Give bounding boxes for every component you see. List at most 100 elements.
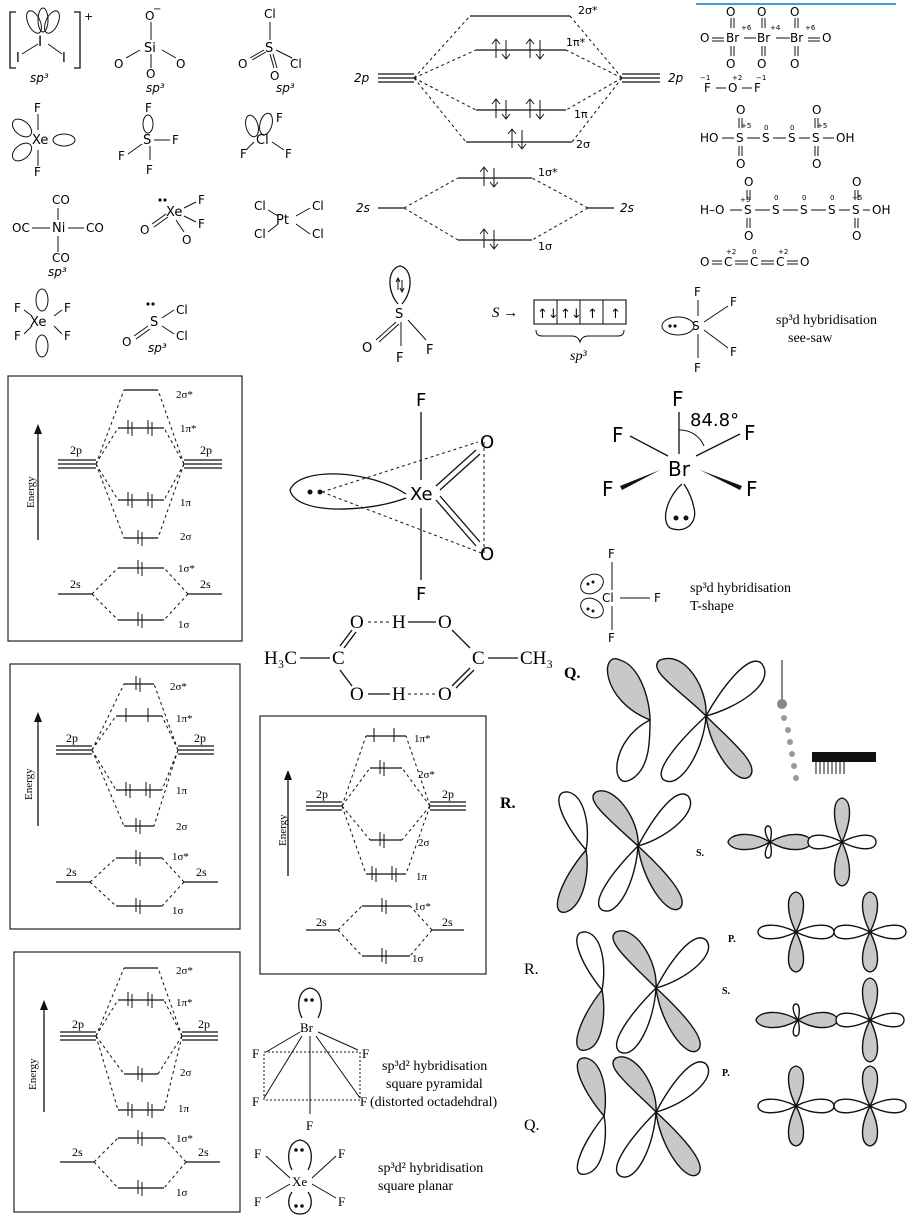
- svg-text:CO: CO: [52, 193, 70, 207]
- svg-text:F: F: [754, 81, 761, 95]
- svg-text:O: O: [238, 57, 247, 71]
- atom-si: Si: [144, 41, 156, 56]
- svg-text:O: O: [700, 255, 709, 269]
- s5o6-structure: H–O S +5 S 0 S 0 S 0 S +5 OH O O O O: [700, 175, 890, 243]
- svg-text:+5: +5: [741, 122, 751, 130]
- acetic-acid-dimer: H₃C C O H O C CH₃ O H O: [264, 612, 553, 705]
- svg-text:−1: −1: [756, 74, 766, 82]
- svg-text:F: F: [254, 1146, 261, 1161]
- svg-text:−1: −1: [700, 74, 710, 82]
- svg-text:+5: +5: [740, 196, 750, 204]
- svg-text:F: F: [338, 1146, 345, 1161]
- s4o6-structure: HO S +5 S 0 S 0 S +5 OH O O O O: [700, 103, 854, 171]
- xef2-structure: F Xe F: [11, 101, 76, 179]
- sof2-structure: S O F F: [362, 265, 433, 366]
- svg-text:F: F: [602, 477, 614, 501]
- svg-text:1π*: 1π*: [414, 733, 431, 745]
- svg-text:C: C: [750, 255, 758, 269]
- svg-text:1σ*: 1σ*: [414, 901, 431, 913]
- mo-box-4: Energy 2p 2p 1π* 2σ* 2σ 1π 2s 2s 1σ* 1σ: [259, 715, 487, 975]
- svg-text:S: S: [762, 131, 770, 145]
- svg-text:2p: 2p: [194, 731, 206, 745]
- svg-text:F: F: [704, 81, 711, 95]
- svg-text:F: F: [64, 329, 71, 343]
- svg-text:2s: 2s: [198, 1145, 209, 1159]
- svg-text:F: F: [172, 133, 179, 147]
- svg-text:OC: OC: [12, 221, 30, 235]
- svg-text:O: O: [362, 341, 372, 356]
- svg-text:Br: Br: [790, 31, 803, 45]
- svg-text:O: O: [790, 57, 799, 71]
- svg-text:2p: 2p: [668, 71, 684, 85]
- svg-text:sp³: sp³: [276, 81, 295, 95]
- svg-text:O: O: [438, 612, 452, 633]
- svg-text:F: F: [730, 345, 737, 359]
- svg-text:Pt: Pt: [276, 213, 289, 228]
- svg-text:CO: CO: [52, 251, 70, 265]
- svg-text:O: O: [438, 684, 452, 705]
- svg-text:O: O: [812, 157, 821, 171]
- svg-text:0: 0: [790, 124, 794, 132]
- xeo2f2-large: F Xe O O F: [289, 390, 494, 605]
- svg-text:O: O: [350, 684, 364, 705]
- svg-text:F: F: [14, 301, 21, 315]
- svg-text:0: 0: [830, 194, 834, 202]
- svg-text:O: O: [757, 5, 766, 19]
- svg-text:O: O: [812, 103, 821, 117]
- svg-text:2s: 2s: [442, 915, 453, 929]
- svg-text:Br: Br: [300, 1020, 314, 1035]
- nico4-structure: CO Ni OC CO CO sp³: [12, 193, 104, 279]
- svg-text:1π*: 1π*: [176, 713, 193, 725]
- of2-structure: −1 F +2 O −1 F: [700, 74, 766, 95]
- svg-text:F: F: [14, 329, 21, 343]
- svg-text:↑↓: ↑↓: [537, 307, 559, 322]
- clf3-tshape: F Cl F F sp³d hybridisation T-shape: [580, 547, 791, 645]
- svg-text:F: F: [744, 421, 756, 445]
- svg-text:1σ: 1σ: [538, 240, 552, 253]
- brf4-structure: F F F 84.8° Br F F: [602, 387, 758, 531]
- svg-text:CH₃: CH₃: [520, 648, 553, 669]
- svg-text:1σ*: 1σ*: [176, 1133, 193, 1145]
- svg-text:sp³d² hybridisation: sp³d² hybridisation: [378, 1161, 483, 1176]
- svg-text:O: O: [757, 57, 766, 71]
- svg-text:see-saw: see-saw: [788, 331, 833, 346]
- orbital-labels: Q. R. S. R. P. S. Q. P.: [500, 665, 736, 1134]
- svg-text:Cl: Cl: [602, 591, 614, 605]
- br3o8-structure: O Br +6 Br +4 Br +6 O O O O O O O: [700, 5, 831, 71]
- svg-text:F: F: [396, 351, 403, 366]
- svg-text:S: S: [744, 203, 752, 217]
- svg-text:Cl: Cl: [290, 57, 302, 71]
- s-electron-config: S → ↑↓ ↑↓ ↑ ↑ sp³: [492, 299, 627, 364]
- svg-text:H–O: H–O: [700, 203, 724, 217]
- orbital-p-bottom: [757, 1065, 907, 1147]
- svg-text:2s: 2s: [70, 577, 81, 591]
- svg-text:O: O: [182, 233, 191, 247]
- svg-text:2s: 2s: [72, 1145, 83, 1159]
- orbital-r-top: [556, 790, 692, 913]
- svg-text:O: O: [350, 612, 364, 633]
- svg-text:F: F: [146, 163, 153, 177]
- atom-o-top: O: [145, 9, 154, 23]
- svg-text:+2: +2: [726, 248, 736, 256]
- svg-text:2p: 2p: [70, 443, 82, 457]
- svg-text:F: F: [730, 295, 737, 309]
- svg-text:Energy: Energy: [23, 768, 35, 800]
- atom-o-bottom: O: [146, 67, 155, 81]
- svg-text:2s: 2s: [196, 865, 207, 879]
- svg-text:sp³: sp³: [48, 265, 67, 279]
- svg-text:S: S: [772, 203, 780, 217]
- svg-text:2σ*: 2σ*: [418, 769, 435, 781]
- svg-text:T-shape: T-shape: [690, 599, 734, 614]
- svg-text:Ni: Ni: [52, 221, 65, 236]
- svg-text:1σ*: 1σ*: [538, 166, 558, 179]
- svg-text:1π: 1π: [178, 1103, 190, 1115]
- svg-text:F: F: [34, 165, 41, 179]
- svg-text:+6: +6: [741, 24, 752, 32]
- svg-text:F: F: [118, 149, 125, 163]
- mo-diagram-top: 2p 2p 2σ* 1π* 1π 2σ 2s 2s 1σ* 1σ: [354, 4, 684, 253]
- svg-text:F: F: [252, 1046, 259, 1061]
- sio4-structure: O − Si O O O sp³: [114, 4, 185, 95]
- svg-text:O: O: [736, 157, 745, 171]
- svg-text:sp³: sp³: [148, 341, 167, 355]
- svg-text:C: C: [776, 255, 784, 269]
